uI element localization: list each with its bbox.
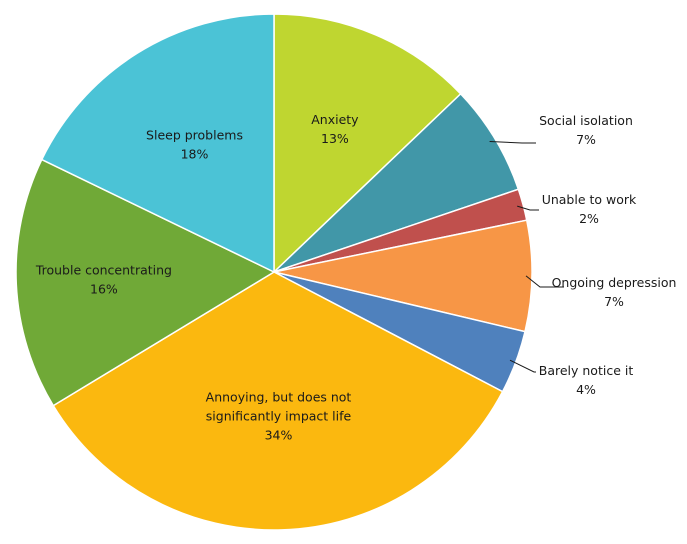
slice-category-label-6: Trouble concentrating xyxy=(35,262,172,277)
slice-value-label-4: 4% xyxy=(576,382,596,397)
slice-category-label-0: Anxiety xyxy=(311,112,359,127)
pie-slice-5 xyxy=(52,271,504,531)
leader-line-1 xyxy=(489,141,536,144)
slice-category-label-4: Barely notice it xyxy=(539,363,634,378)
pie-slice-6 xyxy=(15,158,275,407)
leader-line-2 xyxy=(517,205,539,211)
slice-value-label-2: 2% xyxy=(579,211,599,226)
leader-line-3 xyxy=(525,275,564,288)
pie-slice-1 xyxy=(273,93,520,273)
slice-value-label-6: 16% xyxy=(90,281,118,296)
slice-value-label-7: 18% xyxy=(181,147,209,162)
slice-category-label-2: Unable to work xyxy=(542,192,637,207)
slice-category-label-7: Sleep problems xyxy=(146,128,243,143)
pie-slice-7 xyxy=(41,13,275,273)
slice-value-label-3: 7% xyxy=(604,294,624,309)
pie-slices xyxy=(15,13,533,531)
leader-lines xyxy=(489,141,564,373)
slice-category-label-3: Ongoing depression xyxy=(552,275,677,290)
pie-labels: Anxiety 13% Social isolation 7% Unable to wo… xyxy=(35,112,677,442)
slice-value-label-1: 7% xyxy=(576,132,596,147)
slice-category-label-1: Social isolation xyxy=(539,113,633,128)
slice-value-label-5: 34% xyxy=(265,427,293,442)
leader-line-4 xyxy=(509,359,536,373)
pie-slice-3 xyxy=(273,219,533,333)
slice-value-label-0: 13% xyxy=(321,131,349,146)
slice-category-label-5: Annoying, but does not xyxy=(206,389,352,404)
slice-category-label-5: significantly impact life xyxy=(206,408,352,423)
pie-slice-0 xyxy=(273,13,462,273)
